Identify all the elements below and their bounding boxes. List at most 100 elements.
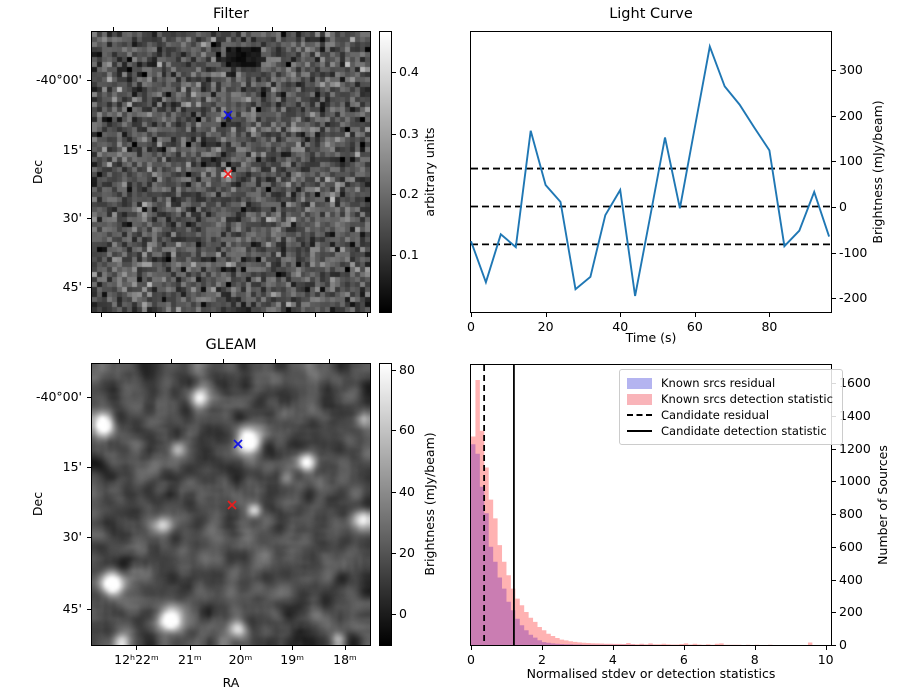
filter-colorbar-tick: [392, 133, 396, 135]
filter-colorbar-label: arbitrary units: [421, 127, 437, 217]
gleam-colorbar-tick-label: 60: [399, 422, 415, 438]
filter-y-tick: [87, 218, 91, 220]
legend-patch-icon: [627, 377, 652, 389]
filter-y-tick-label: 45': [62, 279, 82, 295]
filter-ylabel: Dec: [29, 159, 45, 185]
gleam-x-top-tick: [274, 359, 276, 363]
gleam-title: GLEAM: [205, 337, 257, 353]
histogram-x-tick: [471, 646, 472, 650]
histogram-y-tick: [832, 612, 836, 614]
gleam-colorbar-tick-label: 40: [399, 483, 415, 499]
filter-title: Filter: [213, 6, 249, 22]
histogram-legend: Known srcs residual Known srcs detection …: [619, 369, 843, 445]
known-source-marker-stroke: [223, 110, 233, 120]
light-curve-x-tick-label: 20: [537, 319, 554, 334]
gleam-colorbar-tick: [392, 369, 396, 371]
histogram-y-tick: [832, 448, 836, 450]
legend-line-icon: [627, 430, 652, 432]
histogram-x-tick: [683, 646, 685, 650]
filter-colorbar-tick-label: 0.4: [399, 64, 419, 80]
histogram-y-tick-label: 1600: [839, 375, 871, 391]
filter-x-top-tick: [218, 27, 220, 31]
gleam-x-tick: [292, 646, 294, 650]
histogram-x-tick-label: 2: [537, 652, 546, 667]
gleam-colorbar-tick: [392, 430, 396, 432]
light-curve-y-tick: [832, 252, 836, 254]
gleam-colorbar-label: Brightness (mJy/beam): [421, 432, 437, 576]
light-curve-y-tick-label: 100: [839, 153, 863, 169]
histogram-ylabel: Number of Sources: [874, 445, 890, 565]
light-curve-x-tick: [694, 313, 696, 317]
gleam-x-tick-label: 20ᵐ: [228, 652, 253, 667]
gleam-x-tick-label: 12ʰ22ᵐ: [114, 652, 159, 667]
histogram-plot-frame: [470, 364, 832, 646]
gleam-ylabel: Dec: [29, 491, 45, 517]
light-curve-y-tick-label: -100: [839, 244, 868, 260]
gleam-x-tick: [344, 646, 346, 650]
light-curve-y-tick-label: 200: [839, 107, 863, 123]
gleam-y-tick: [87, 396, 91, 398]
histogram-y-tick-label: 400: [839, 571, 863, 587]
histogram-y-tick: [832, 481, 836, 483]
light-curve-x-tick: [545, 313, 547, 317]
gleam-y-tick-label: 30': [62, 529, 82, 545]
light-curve-y-tick: [832, 69, 836, 71]
histogram-y-tick-label: 600: [839, 538, 863, 554]
filter-colorbar-tick: [392, 193, 396, 195]
filter-x-tick: [366, 313, 368, 317]
histogram-y-tick: [832, 579, 836, 581]
histogram-y-tick-label: 200: [839, 604, 863, 620]
filter-y-tick-label: 15': [62, 142, 82, 158]
histogram-y-tick: [832, 514, 836, 516]
gleam-x-top-tick: [329, 359, 331, 363]
gleam-x-tick: [136, 646, 138, 650]
histogram-y-tick-label: 800: [839, 506, 863, 522]
gleam-y-tick: [87, 608, 91, 610]
light-curve-x-tick-label: 60: [686, 319, 703, 334]
filter-x-top-tick: [324, 27, 326, 31]
filter-x-top-tick: [113, 27, 115, 31]
histogram-x-tick: [754, 646, 756, 650]
legend-patch-icon: [627, 393, 652, 405]
legend-item-label: Candidate detection statistic: [661, 424, 827, 438]
light-curve-y-tick: [832, 206, 836, 208]
histogram-x-tick: [541, 646, 543, 650]
gleam-colorbar: [379, 363, 392, 646]
filter-x-tick: [314, 313, 316, 317]
filter-x-tick: [101, 313, 103, 317]
histogram-series-residual: [471, 444, 826, 645]
light-curve-x-tick: [471, 313, 472, 317]
histogram-x-tick: [612, 646, 614, 650]
filter-colorbar: [379, 31, 392, 313]
histogram-y-tick-label: 1200: [839, 440, 871, 456]
gleam-x-tick-label: 18ᵐ: [333, 652, 357, 667]
gleam-x-tick-label: 19ᵐ: [280, 652, 305, 667]
known-source-marker-stroke: [233, 439, 243, 449]
light-curve-y-tick: [832, 115, 836, 117]
legend-item: Known srcs detection statistic: [627, 391, 833, 407]
legend-item: Known srcs residual: [627, 375, 833, 391]
filter-known-source-marker-x-icon: [223, 110, 233, 120]
gleam-candidate-marker-x-icon: [226, 500, 237, 510]
light-curve-y-tick-label: -200: [839, 290, 868, 306]
light-curve-title: Light Curve: [609, 6, 693, 22]
filter-y-tick: [87, 80, 91, 82]
legend-item-label: Known srcs detection statistic: [661, 392, 833, 406]
gleam-x-tick-label: 21ᵐ: [177, 652, 202, 667]
histogram-y-tick: [832, 546, 836, 548]
light-curve-x-tick-label: 80: [761, 319, 778, 334]
candidate-marker-stroke: [223, 169, 233, 179]
filter-candidate-marker-x-icon: [223, 169, 233, 179]
light-curve-x-tick: [769, 313, 771, 317]
light-curve-x-tick: [620, 313, 622, 317]
filter-colorbar-tick: [392, 72, 396, 74]
light-curve-y-tick: [832, 298, 836, 300]
gleam-colorbar-tick-label: 20: [399, 545, 415, 561]
gleam-x-top-tick: [118, 359, 120, 363]
histogram-x-tick: [825, 646, 827, 650]
light-curve-ylabel: Brightness (mJy/beam): [869, 100, 885, 244]
gleam-x-top-tick: [222, 359, 224, 363]
gleam-y-tick-label: -40°00': [35, 388, 82, 404]
filter-colorbar-tick-label: 0.2: [399, 185, 419, 201]
